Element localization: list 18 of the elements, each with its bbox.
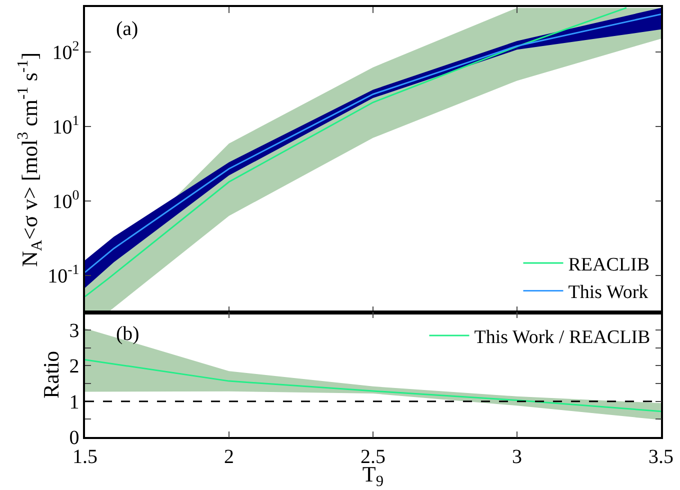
y-tick-label: 1	[69, 391, 80, 414]
y-tick-label: 10$^{0}$	[52, 188, 80, 213]
y-axis-title: Ratio	[38, 350, 64, 398]
x-tick-label: 3	[512, 446, 522, 468]
x-tick-label: 3.5	[648, 446, 674, 468]
y-tick-label: 10$^{1}$	[52, 114, 80, 138]
x-tick-label: 2.5	[360, 446, 386, 468]
legend-label: This Work	[568, 282, 649, 304]
y-tick-label: 10$^{-1}$	[48, 263, 80, 288]
legend-label: This Work / REACLIB	[474, 326, 650, 348]
y-tick-label: 3	[69, 320, 80, 342]
annotation: (b)	[116, 323, 140, 345]
legend-label: REACLIB	[568, 254, 650, 276]
x-tick-label: 2	[224, 446, 234, 468]
annotation: (a)	[116, 18, 138, 40]
y-tick-label: 10$^{2}$	[52, 39, 80, 64]
y-tick-label: 2	[69, 356, 80, 378]
line-series	[85, 358, 661, 412]
